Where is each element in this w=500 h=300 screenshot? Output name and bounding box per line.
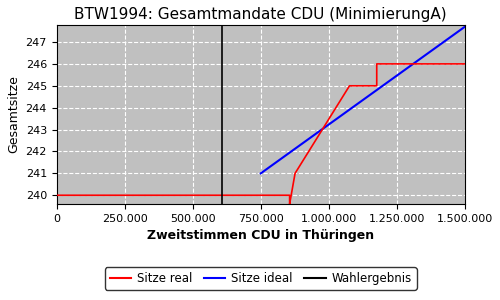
Y-axis label: Gesamtsitze: Gesamtsitze — [7, 75, 20, 153]
Legend: Sitze real, Sitze ideal, Wahlergebnis: Sitze real, Sitze ideal, Wahlergebnis — [105, 267, 416, 290]
Title: BTW1994: Gesamtmandate CDU (MinimierungA): BTW1994: Gesamtmandate CDU (MinimierungA… — [74, 7, 447, 22]
X-axis label: Zweitstimmen CDU in Thüringen: Zweitstimmen CDU in Thüringen — [147, 229, 374, 242]
